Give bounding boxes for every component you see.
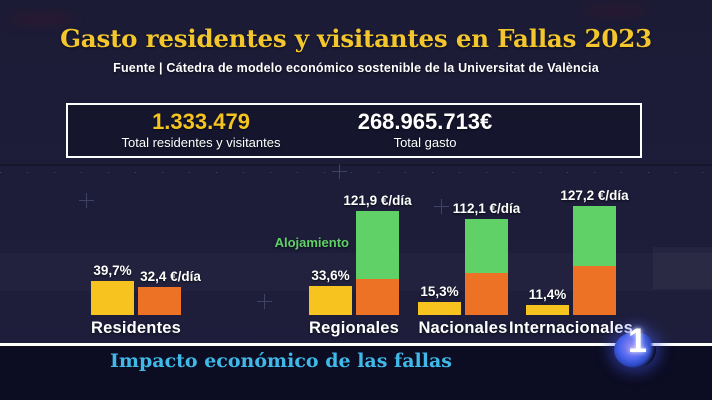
- percent-label: 15,3%: [420, 283, 459, 299]
- percent-label: 39,7%: [93, 263, 132, 279]
- channel-logo-la1: 1: [610, 322, 662, 372]
- background-dotted-row: [0, 172, 712, 173]
- crosshair-decoration: [257, 294, 272, 309]
- percent-bar: [526, 305, 569, 315]
- summary-residents: 1.333.479 Total residentes y visitantes: [86, 109, 316, 150]
- background-red-smudge: [6, 14, 76, 24]
- logo-glow-sphere-icon: [614, 332, 656, 368]
- summary-total-spend: 268.965.713€ Total gasto: [335, 109, 515, 150]
- percent-label: 11,4%: [528, 287, 567, 303]
- percent-bar: [91, 281, 134, 315]
- page-title: Gasto residentes y visitantes en Fallas …: [60, 24, 652, 53]
- spend-bar-resto: [138, 287, 181, 315]
- footer-caption: Impacto económico de las fallas: [110, 350, 452, 372]
- category-label: Nacionales: [418, 319, 508, 337]
- summary-total-spend-value: 268.965.713€: [357, 109, 493, 134]
- logo-numeral: 1: [628, 322, 647, 360]
- percent-bar: [418, 301, 461, 315]
- background-red-smudge: [580, 6, 650, 15]
- summary-residents-value: 1.333.479: [152, 109, 250, 134]
- source-line: Fuente | Cátedra de modelo económico sos…: [113, 61, 599, 75]
- footer-strip: [0, 346, 712, 400]
- per-day-label: 32,4 €/día: [140, 269, 201, 285]
- category-label: Internacionales: [508, 319, 634, 337]
- percent-bar: [309, 286, 352, 315]
- spend-bar-alojamiento: [573, 206, 616, 266]
- footer-divider-line: [0, 343, 712, 346]
- alojamiento-annotation: Alojamiento: [274, 235, 349, 250]
- category-label: Regionales: [308, 319, 400, 337]
- spend-bar-resto: [356, 278, 399, 315]
- spend-bar-alojamiento: [465, 219, 508, 273]
- spend-bar-resto: [465, 272, 508, 315]
- category-label: Residentes: [90, 319, 182, 337]
- crosshair-decoration: [434, 199, 449, 214]
- per-day-label: 127,2 €/día: [560, 188, 629, 204]
- crosshair-decoration: [332, 164, 347, 179]
- percent-label: 33,6%: [311, 268, 350, 284]
- summary-box: 1.333.479 Total residentes y visitantes …: [66, 103, 642, 158]
- spend-bar-alojamiento: [356, 211, 399, 279]
- spend-bar-resto: [573, 265, 616, 315]
- per-day-label: 112,1 €/día: [452, 201, 521, 217]
- summary-total-spend-label: Total gasto: [393, 135, 457, 150]
- per-day-label: 121,9 €/día: [343, 193, 412, 209]
- summary-residents-label: Total residentes y visitantes: [121, 135, 281, 150]
- crosshair-decoration: [79, 193, 94, 208]
